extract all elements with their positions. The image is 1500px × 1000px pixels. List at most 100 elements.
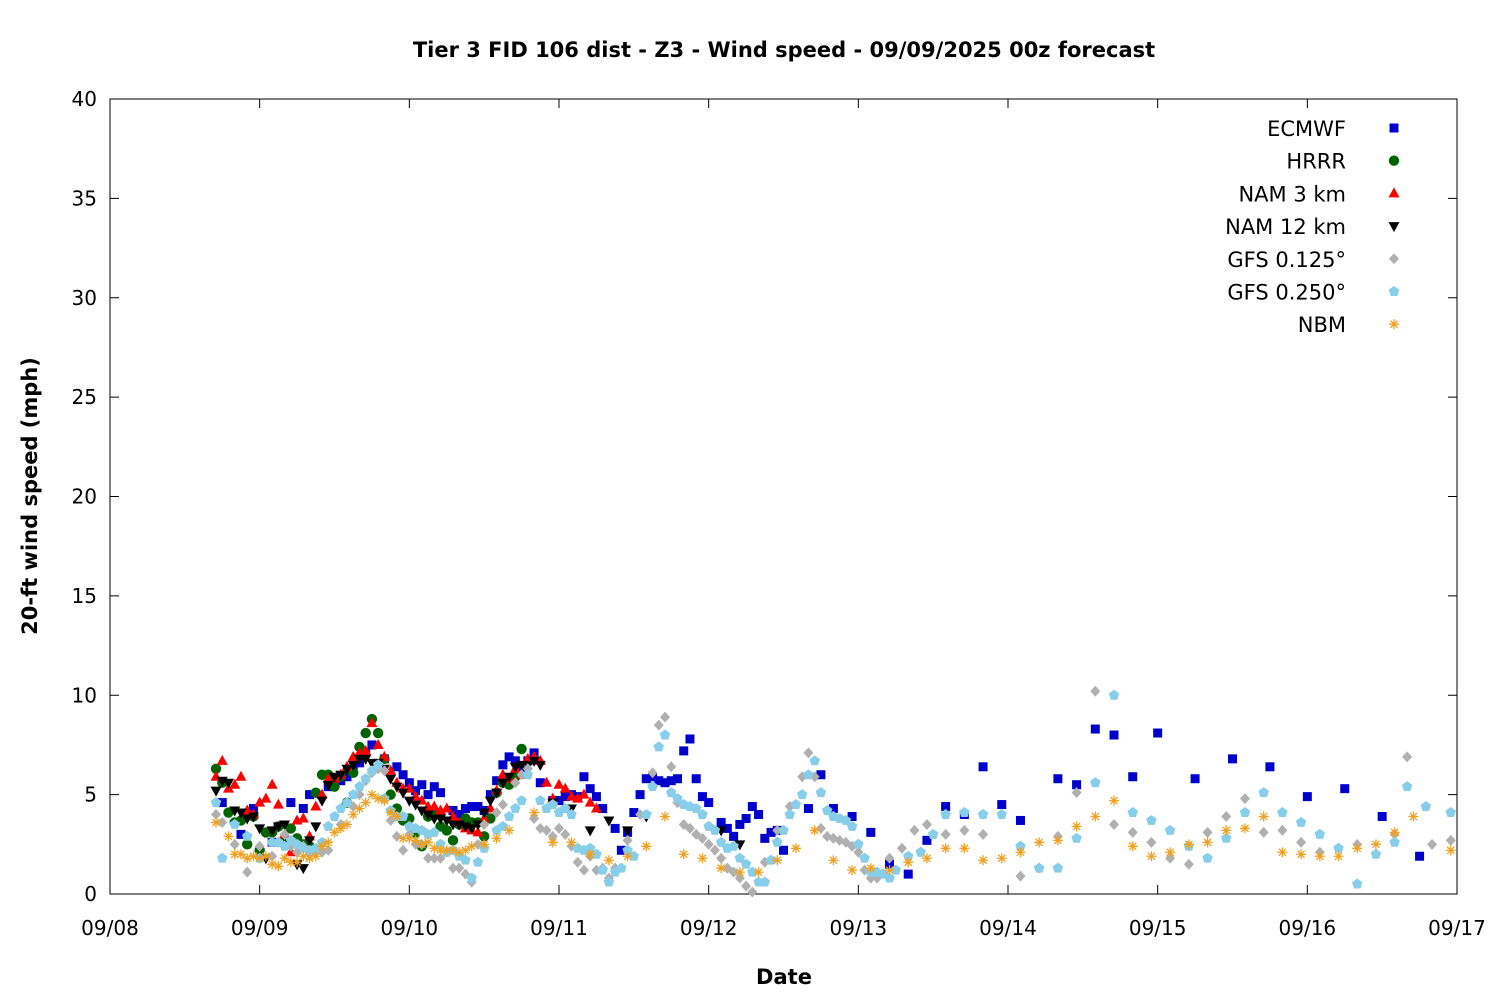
data-point (560, 803, 571, 813)
data-point (397, 788, 409, 799)
data-point (229, 818, 240, 829)
x-tick-label: 09/10 (381, 916, 439, 940)
data-point (229, 838, 240, 850)
data-point (222, 778, 234, 789)
data-point (559, 782, 571, 793)
data-point (778, 824, 789, 835)
data-point (360, 773, 371, 784)
data-point (248, 851, 259, 862)
data-point (660, 711, 671, 723)
data-point (584, 796, 596, 807)
data-point (734, 840, 746, 851)
data-point (435, 845, 446, 856)
y-tick-label: 30 (72, 286, 97, 310)
data-point (210, 797, 222, 808)
data-point (497, 799, 508, 811)
data-point (1389, 836, 1400, 847)
data-points (210, 685, 1456, 898)
data-point (447, 835, 459, 846)
data-point (410, 835, 421, 846)
y-tick-label: 35 (72, 186, 97, 210)
data-point (404, 833, 415, 844)
data-point (1277, 824, 1288, 836)
data-point (598, 804, 608, 814)
data-point (379, 765, 390, 777)
data-point (1053, 774, 1063, 784)
data-point (1370, 848, 1382, 859)
data-point (747, 802, 757, 812)
data-point (266, 778, 278, 789)
data-point (1314, 851, 1325, 862)
data-point (903, 857, 914, 868)
legend-label: GFS 0.125° (1227, 248, 1346, 272)
data-point (385, 807, 396, 818)
data-point (504, 825, 515, 836)
data-point (1340, 784, 1350, 794)
data-point (472, 856, 484, 867)
data-point (1109, 730, 1119, 740)
data-point (492, 776, 502, 786)
data-point (435, 852, 446, 864)
data-point (635, 790, 645, 800)
data-point (460, 804, 470, 814)
data-point (940, 828, 951, 840)
data-point (1052, 835, 1063, 846)
data-point (884, 865, 895, 876)
data-point (479, 839, 490, 850)
data-point (1408, 811, 1419, 822)
data-point (467, 802, 477, 812)
data-point (803, 769, 814, 780)
data-point (285, 857, 296, 868)
data-point (267, 859, 278, 870)
data-point (472, 826, 484, 837)
data-point (690, 803, 702, 813)
data-point (603, 816, 615, 827)
data-point (959, 843, 970, 854)
data-point (516, 743, 527, 755)
data-point (603, 855, 614, 866)
data-point (466, 824, 478, 835)
data-point (672, 774, 682, 784)
data-point (329, 810, 340, 821)
data-point (735, 819, 745, 829)
data-point (423, 837, 434, 848)
data-point (260, 792, 272, 803)
legend-marker (1389, 253, 1399, 265)
data-point (247, 812, 259, 823)
data-point (254, 853, 265, 864)
data-point (572, 856, 583, 868)
y-tick-label: 10 (72, 683, 97, 707)
data-point (385, 774, 397, 785)
data-point (503, 772, 515, 783)
data-point (210, 786, 222, 797)
data-point (865, 863, 876, 874)
data-point (1351, 878, 1363, 889)
data-point (510, 756, 520, 766)
data-point (616, 845, 626, 855)
data-point (978, 828, 989, 840)
data-point (666, 776, 676, 786)
data-point (429, 843, 440, 854)
series-nam-3-km (210, 717, 602, 857)
data-point (790, 843, 801, 854)
data-point (497, 778, 509, 789)
data-point (579, 772, 589, 782)
data-point (547, 799, 558, 810)
data-point (498, 760, 508, 770)
data-point (429, 826, 440, 837)
data-point (372, 759, 384, 770)
data-point (1071, 787, 1082, 799)
data-point (566, 837, 577, 848)
data-point (484, 796, 496, 807)
data-point (1296, 836, 1307, 848)
data-point (528, 756, 540, 767)
data-point (753, 867, 764, 878)
data-point (903, 869, 913, 879)
data-point (223, 831, 234, 842)
data-point (1183, 839, 1194, 850)
data-point (305, 790, 315, 800)
legend-label: NAM 12 km (1225, 215, 1346, 239)
data-point (565, 790, 577, 801)
data-point (728, 866, 739, 878)
data-point (741, 813, 751, 823)
